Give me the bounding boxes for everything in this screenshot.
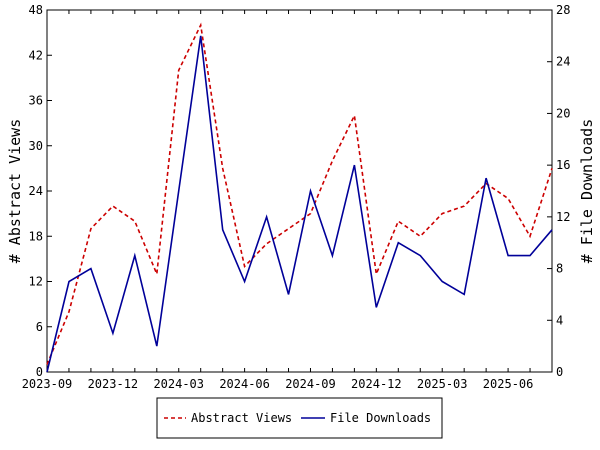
x-tick-label: 2025-06	[483, 377, 534, 391]
y-right-tick-label: 20	[556, 106, 570, 120]
x-tick-label: 2024-06	[219, 377, 270, 391]
x-axis: 2023-09 2023-12 2024-03 2024-06 2024-09 2024-…	[22, 10, 553, 391]
series-line-abstract-views	[46, 22, 553, 365]
right-axis-title: # File Downloads	[578, 119, 596, 264]
left-axis-title: # Abstract Views	[6, 119, 24, 264]
x-tick-label: 2024-09	[285, 377, 336, 391]
series-layer	[46, 22, 553, 373]
y-right-tick-label: 28	[556, 3, 570, 17]
y-right-tick-label: 8	[556, 262, 563, 276]
series-line-file-downloads	[46, 35, 553, 373]
y-right-tick-label: 12	[556, 210, 570, 224]
y-left-tick-label: 12	[29, 275, 43, 289]
y-left-tick-label: 18	[29, 229, 43, 243]
x-tick-label: 2023-09	[22, 377, 73, 391]
y-left-tick-label: 48	[29, 3, 43, 17]
y-left-tick-label: 24	[29, 184, 43, 198]
y-right-tick-label: 24	[556, 55, 570, 69]
y-left-tick-label: 36	[29, 94, 43, 108]
legend: Abstract Views File Downloads	[156, 397, 443, 439]
y-left-tick-label: 42	[29, 48, 43, 62]
y-right-tick-label: 16	[556, 158, 570, 172]
legend-label-abstract-views: Abstract Views	[191, 411, 292, 425]
y-right-tick-label: 4	[556, 313, 563, 327]
x-tick-label: 2025-03	[417, 377, 468, 391]
left-y-axis: 0 6 12 18 24 30 36 42 48	[29, 3, 52, 379]
legend-label-file-downloads: File Downloads	[330, 411, 431, 425]
legend-box	[156, 397, 443, 439]
y-right-tick-label: 0	[556, 365, 563, 379]
right-y-axis: 0 4 8 12 16 20 24 28	[547, 3, 570, 379]
x-tick-label: 2023-12	[88, 377, 139, 391]
plot-area	[46, 9, 553, 373]
y-left-tick-label: 0	[36, 365, 43, 379]
y-left-tick-label: 6	[36, 320, 43, 334]
y-left-tick-label: 30	[29, 139, 43, 153]
x-tick-label: 2024-12	[351, 377, 402, 391]
x-tick-label: 2024-03	[153, 377, 204, 391]
